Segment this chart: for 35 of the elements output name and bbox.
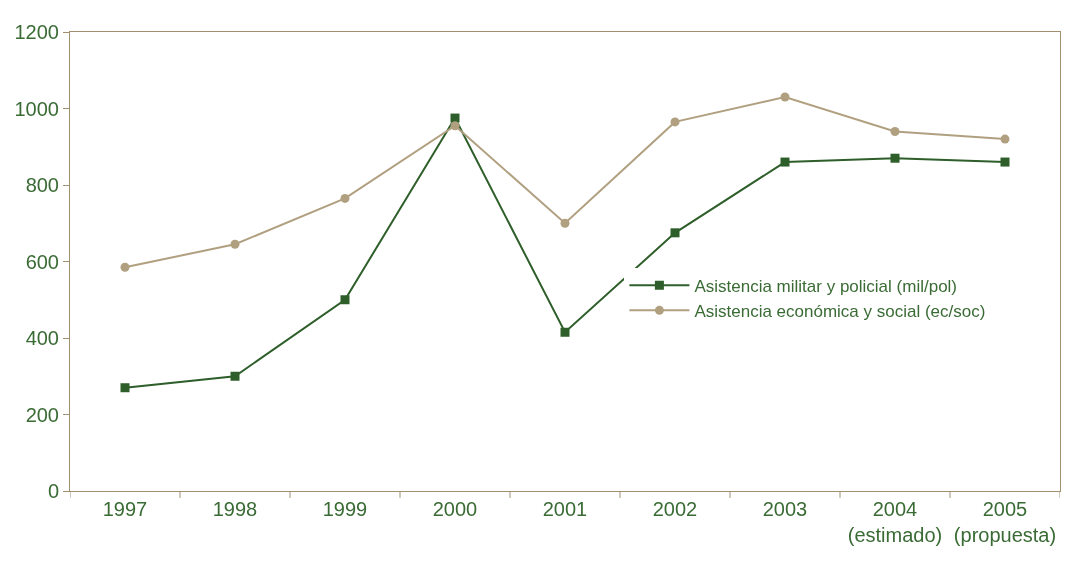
point [230,371,240,381]
x-tick-label: 1998 [212,498,258,520]
y-tick-label: 1000 [14,97,59,120]
point [450,121,460,131]
x-tick-label: 2004 (estimado) [847,498,943,546]
y-tick-label: 800 [25,174,59,196]
legend-label: Asistencia económica y social (ec/soc) [694,302,986,321]
point [340,193,350,203]
x-tick-label: 2002 [652,498,698,520]
point [780,92,790,102]
x-tick-label: 1997 [102,498,148,520]
point [1000,134,1010,144]
point [670,117,680,127]
legend-label: Asistencia militar y policial (mil/pol) [694,276,958,296]
y-tick-label: 0 [47,480,59,502]
point [230,239,240,249]
x-tick-label: 2005 (propuesta) [953,498,1057,546]
point [120,262,130,272]
point [340,295,350,305]
point [1000,157,1010,167]
point [890,153,900,163]
x-tick-label: 1999 [322,498,368,520]
x-tick-label: 2001 [542,498,588,520]
point [560,218,570,228]
point [560,327,570,337]
y-tick-label: 600 [25,250,59,273]
point [780,157,790,167]
y-tick-label: 1200 [14,21,59,43]
point [120,383,130,393]
y-tick-label: 400 [25,327,59,349]
point [890,126,900,136]
point [670,228,680,238]
x-tick-label: 2003 [762,498,808,520]
y-tick-label: 200 [25,403,59,426]
x-tick-label: 2000 [432,498,478,520]
